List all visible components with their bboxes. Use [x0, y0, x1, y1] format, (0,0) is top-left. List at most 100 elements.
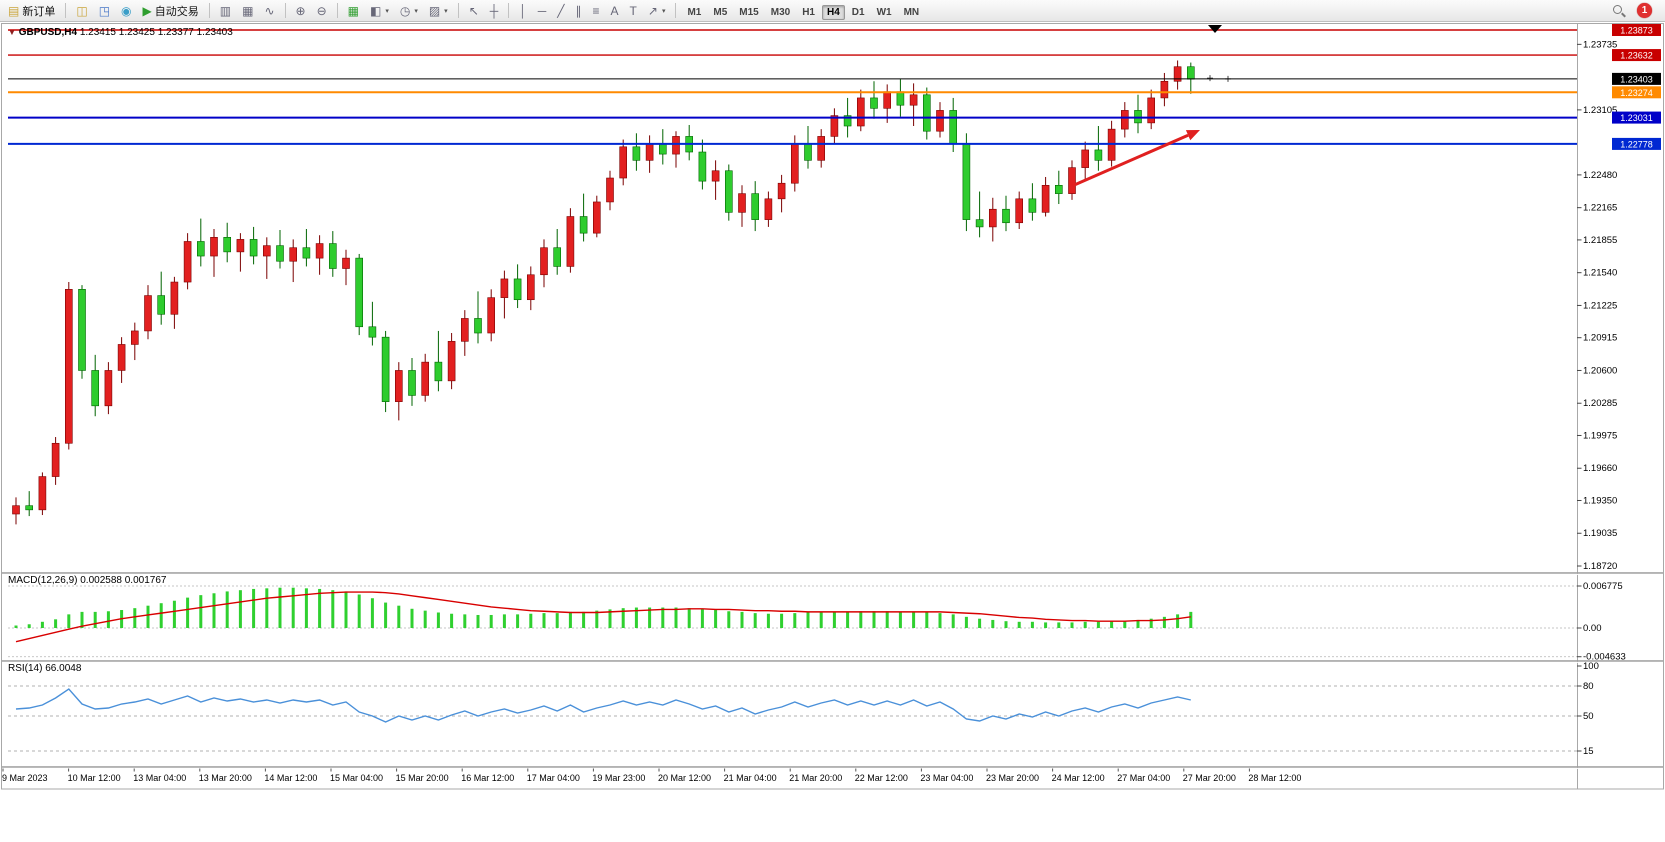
chevron-down-icon: ▾	[444, 7, 448, 15]
cursor-button[interactable]: ↖	[464, 1, 484, 20]
arrows-button[interactable]: ↗ ▾	[643, 1, 671, 20]
text-button[interactable]: A	[606, 1, 624, 20]
fibonacci-button[interactable]: ≡	[588, 1, 605, 20]
zoom-out-button[interactable]: ⊖	[312, 1, 332, 20]
macd-panel: 0.006775 0.00 -0.004633	[8, 581, 1626, 663]
bar-chart-button[interactable]: ▥	[215, 1, 236, 20]
navigator-icon: ◉	[121, 3, 132, 18]
timeframe-h4-button[interactable]: H4	[821, 4, 845, 20]
horizontal-line-icon: ─	[537, 3, 547, 18]
line-chart-button[interactable]: ∿	[259, 1, 279, 20]
text-label-icon: T	[629, 3, 637, 18]
timeframe-m15-button[interactable]: M15	[734, 5, 763, 20]
search-icon[interactable]	[1612, 4, 1625, 17]
crosshair-icon: ┼	[489, 3, 499, 18]
svg-text:1.20285: 1.20285	[1583, 398, 1617, 409]
timeframe-w1-button[interactable]: W1	[872, 5, 897, 20]
svg-text:17 Mar 04:00: 17 Mar 04:00	[527, 773, 580, 783]
svg-text:-0.004633: -0.004633	[1583, 652, 1626, 663]
macd-indicator-label: MACD(12,26,9) 0.002588 0.001767	[8, 575, 166, 586]
data-window-icon: ◳	[98, 3, 111, 18]
arrows-icon: ↗	[647, 3, 658, 18]
svg-text:15: 15	[1583, 746, 1594, 757]
tile-windows-button[interactable]: ▦	[343, 1, 364, 20]
time-axis[interactable]: 9 Mar 2023 10 Mar 12:00 13 Mar 04:00 13 Mar…	[2, 768, 1301, 784]
symbol-marker-icon: ▼	[8, 28, 16, 37]
text-label-button[interactable]: T	[625, 1, 642, 20]
equidistant-channel-button[interactable]: ∥	[571, 1, 587, 20]
svg-text:16 Mar 12:00: 16 Mar 12:00	[461, 773, 514, 783]
chart-shift-marker-icon[interactable]	[1208, 25, 1222, 33]
svg-text:19 Mar 23:00: 19 Mar 23:00	[592, 773, 645, 783]
timeframe-m1-button[interactable]: M1	[682, 5, 706, 20]
toolbar-separator	[284, 3, 286, 18]
svg-text:1.22778: 1.22778	[1620, 139, 1653, 149]
svg-text:80: 80	[1583, 681, 1594, 692]
templates-button[interactable]: ▨ ▾	[424, 1, 453, 20]
rsi-indicator-label: RSI(14) 66.0048	[8, 663, 81, 674]
svg-text:1.23031: 1.23031	[1620, 113, 1653, 123]
auto-trading-icon: ▶	[142, 3, 152, 18]
timeframe-m5-button[interactable]: M5	[708, 5, 732, 20]
chevron-down-icon: ▾	[385, 7, 389, 15]
horizontal-line-button[interactable]: ─	[533, 1, 552, 20]
svg-text:50: 50	[1583, 711, 1594, 722]
new-chart-button[interactable]: ◧ ▾	[365, 1, 394, 20]
svg-text:100: 100	[1583, 661, 1599, 672]
navigator-button[interactable]: ◉	[116, 1, 136, 20]
tile-windows-icon: ▦	[347, 3, 359, 18]
vertical-line-button[interactable]: │	[514, 1, 532, 20]
svg-text:1.23632: 1.23632	[1620, 51, 1653, 61]
templates-icon: ▨	[428, 3, 441, 18]
chart-title: ▼ GBPUSD,H4 1.23415 1.23425 1.23377 1.23…	[8, 27, 233, 38]
svg-text:1.23873: 1.23873	[1620, 26, 1653, 36]
macd-name: MACD(12,26,9)	[8, 575, 78, 586]
timeframe-toolbar: M1 M5 M15 M30 H1 H4 D1 W1 MN	[681, 2, 925, 20]
timeframe-mn-button[interactable]: MN	[899, 5, 925, 20]
new-order-button[interactable]: ▤ 新订单	[3, 1, 60, 20]
chart-symbol: GBPUSD,H4	[18, 27, 78, 38]
svg-text:13 Mar 20:00: 13 Mar 20:00	[199, 773, 252, 783]
new-order-icon: ▤	[8, 3, 20, 18]
svg-text:13 Mar 04:00: 13 Mar 04:00	[133, 773, 186, 783]
candlestick-chart-button[interactable]: ▦	[237, 1, 258, 20]
toolbar-separator	[457, 3, 459, 18]
svg-text:1.19660: 1.19660	[1583, 463, 1617, 474]
svg-text:24 Mar 12:00: 24 Mar 12:00	[1052, 773, 1105, 783]
svg-text:1.21225: 1.21225	[1583, 300, 1617, 311]
svg-text:23 Mar 04:00: 23 Mar 04:00	[920, 773, 973, 783]
timeframe-d1-button[interactable]: D1	[847, 5, 870, 20]
candlestick-series	[12, 60, 1195, 525]
zoom-out-icon: ⊖	[316, 3, 327, 18]
data-window-button[interactable]: ◳	[94, 1, 115, 20]
auto-trading-button[interactable]: ▶ 自动交易	[138, 1, 204, 20]
toolbar-right: 1	[1612, 3, 1662, 18]
notification-badge[interactable]: 1	[1637, 3, 1652, 18]
period-button[interactable]: ◷ ▾	[395, 1, 423, 20]
market-watch-icon: ◫	[76, 3, 88, 18]
timeframe-m30-button[interactable]: M30	[766, 5, 795, 20]
toolbar-separator	[336, 3, 338, 18]
price-axis[interactable]: 1.23735 1.23105 1.22480 1.22165 1.21855 1.215…	[1577, 39, 1617, 572]
svg-text:0.006775: 0.006775	[1583, 581, 1623, 592]
market-watch-button[interactable]: ◫	[71, 1, 92, 20]
crosshair-button[interactable]: ┼	[485, 1, 504, 20]
svg-text:23 Mar 20:00: 23 Mar 20:00	[986, 773, 1039, 783]
svg-text:0.00: 0.00	[1583, 623, 1602, 634]
toolbar-separator	[208, 3, 210, 18]
zoom-in-button[interactable]: ⊕	[291, 1, 311, 20]
timeframe-h1-button[interactable]: H1	[797, 5, 820, 20]
toolbar-buttons: ▤ 新订单 ◫ ◳ ◉ ▶ 自动交易 ▥ ▦ ∿ ⊕ ⊖ ▦ ◧ ▾ ◷ ▾ ▨ ▾ ↖ ┼ │ ─ ╱ ∥ ≡ A T ↗ ▾ M1 M5 M…	[3, 1, 925, 20]
text-icon: A	[610, 3, 619, 18]
chart-frame	[1, 23, 1664, 790]
horizontal-level-lines[interactable]: 1.23873 1.23632 1.23274 1.23031 1.22778	[8, 24, 1661, 150]
svg-text:21 Mar 04:00: 21 Mar 04:00	[724, 773, 777, 783]
toolbar-separator	[675, 3, 677, 18]
trendline-button[interactable]: ╱	[552, 1, 569, 20]
trend-arrow[interactable]	[1071, 130, 1200, 188]
svg-text:10 Mar 12:00: 10 Mar 12:00	[68, 773, 121, 783]
svg-text:1.23735: 1.23735	[1583, 39, 1617, 50]
svg-text:22 Mar 12:00: 22 Mar 12:00	[855, 773, 908, 783]
fibonacci-icon: ≡	[592, 3, 600, 18]
